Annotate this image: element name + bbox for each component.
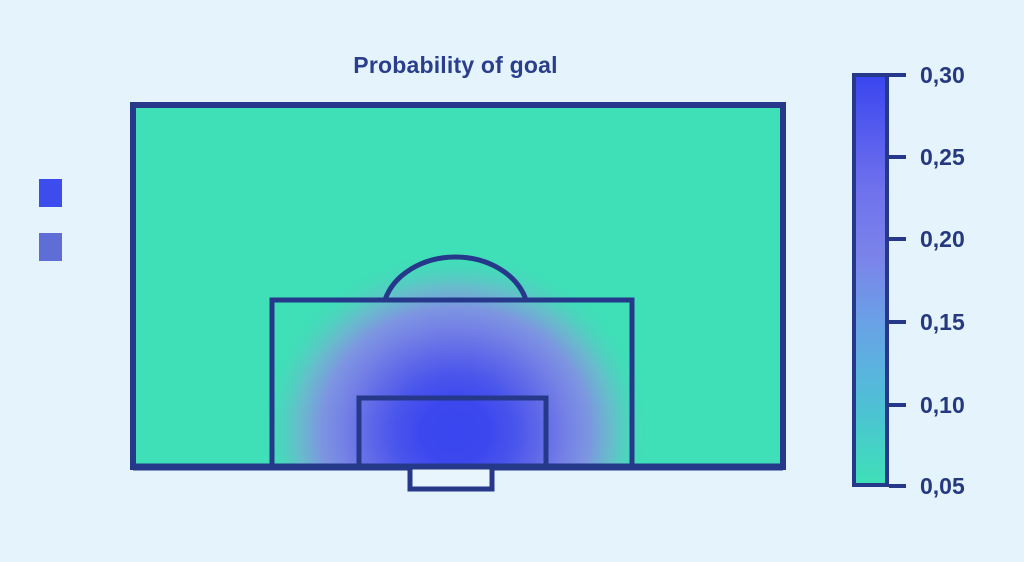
page-title: Probability of goal <box>353 52 558 78</box>
colorbar-tick-label: 0,25 <box>920 143 965 170</box>
colorbar-tick-mark <box>889 155 906 159</box>
legend-swatch-goal-density[interactable] <box>39 233 62 261</box>
colorbar-tick-label: 0,20 <box>920 225 965 252</box>
pitch-plot-area <box>128 100 788 500</box>
colorbar-tick-label: 0,30 <box>920 61 965 88</box>
goal <box>407 464 495 492</box>
penalty-arc <box>382 254 529 301</box>
colorbar-tick-label: 0,05 <box>920 472 965 499</box>
colorbar-tick-mark <box>889 403 906 407</box>
colorbar-tick-mark <box>889 320 906 324</box>
colorbar-tick-label: 0,10 <box>920 391 965 418</box>
pitch-diagram <box>130 102 786 492</box>
colorbar-tick-mark <box>889 237 906 241</box>
colorbar-tick-label: 0,15 <box>920 308 965 335</box>
colorbar-tick-mark <box>889 484 906 488</box>
colorbar-tick-mark <box>889 73 906 77</box>
legend-swatch-shot-marker[interactable] <box>39 179 62 207</box>
colorbar-ticks: 0,30 0,25 0,20 0,15 0,10 0,05 <box>889 63 1024 497</box>
colorbar-gradient[interactable] <box>852 73 889 487</box>
legend <box>39 179 65 263</box>
